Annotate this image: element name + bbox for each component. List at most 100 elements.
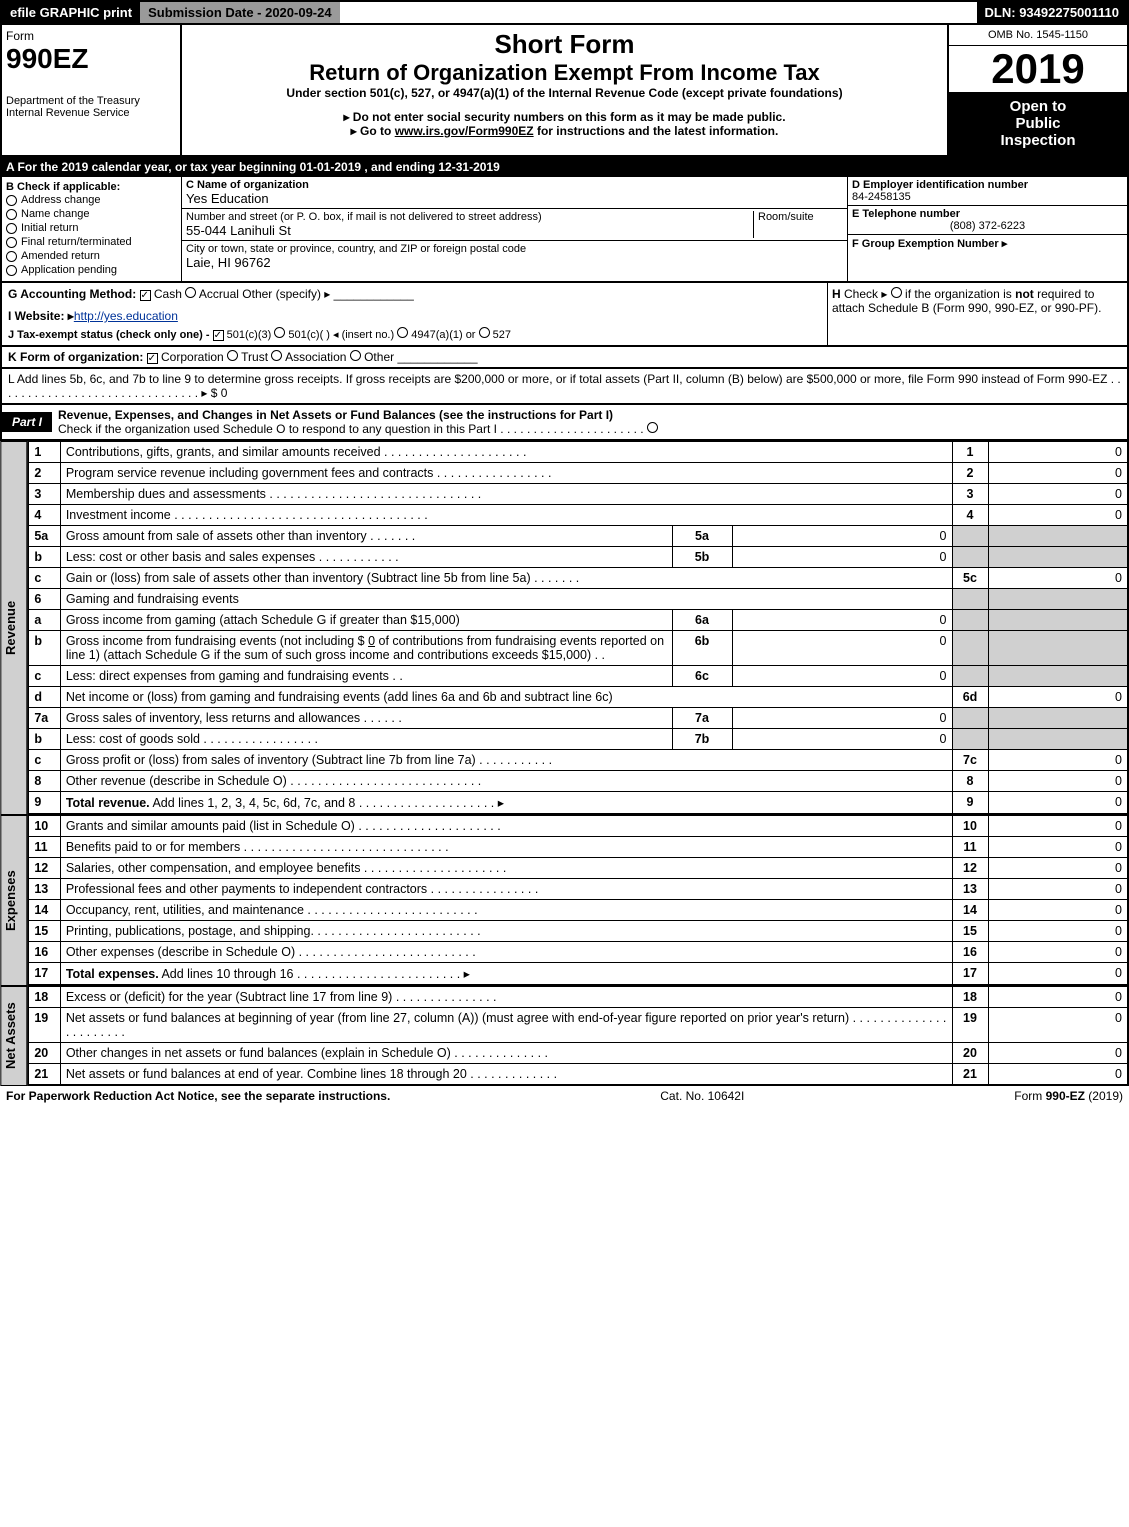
check-schedule-o[interactable] xyxy=(647,422,658,433)
notice-goto: ▸ Go to www.irs.gov/Form990EZ for instru… xyxy=(186,124,943,138)
part-1-header: Part I Revenue, Expenses, and Changes in… xyxy=(0,405,1129,441)
line-5b: bLess: cost or other basis and sales exp… xyxy=(28,547,1128,568)
footer-right: Form 990-EZ (2019) xyxy=(1014,1089,1123,1103)
line-1: 1Contributions, gifts, grants, and simil… xyxy=(28,442,1128,463)
netassets-section: Net Assets 18Excess or (deficit) for the… xyxy=(0,986,1129,1086)
check-application-pending[interactable]: Application pending xyxy=(6,263,177,277)
box-k: K Form of organization: Corporation Trus… xyxy=(0,347,1129,369)
netassets-table: 18Excess or (deficit) for the year (Subt… xyxy=(27,986,1129,1086)
box-h: H Check ▸ if the organization is not req… xyxy=(827,283,1127,345)
line-9: 9Total revenue. Add lines 1, 2, 3, 4, 5c… xyxy=(28,792,1128,815)
dept-treasury: Department of the Treasury xyxy=(6,95,176,107)
efile-label: efile GRAPHIC print xyxy=(2,2,140,23)
box-l: L Add lines 5b, 6c, and 7b to line 9 to … xyxy=(0,369,1129,405)
line-6c: cLess: direct expenses from gaming and f… xyxy=(28,666,1128,687)
check-amended-return[interactable]: Amended return xyxy=(6,249,177,263)
form-number: 990EZ xyxy=(6,43,176,75)
expenses-section: Expenses 10Grants and similar amounts pa… xyxy=(0,815,1129,986)
irs-link[interactable]: www.irs.gov/Form990EZ xyxy=(395,124,534,138)
website-link[interactable]: http://yes.education xyxy=(74,309,178,323)
revenue-table: 1Contributions, gifts, grants, and simil… xyxy=(27,441,1129,815)
part-1-tag: Part I xyxy=(2,412,52,432)
check-cash[interactable] xyxy=(140,290,151,301)
line-4: 4Investment income . . . . . . . . . . .… xyxy=(28,505,1128,526)
line-19: 19Net assets or fund balances at beginni… xyxy=(28,1008,1128,1043)
line-20: 20Other changes in net assets or fund ba… xyxy=(28,1043,1128,1064)
phone-row: E Telephone number (808) 372-6223 xyxy=(848,206,1127,235)
org-name-row: C Name of organization Yes Education xyxy=(182,177,847,209)
line-6d: dNet income or (loss) from gaming and fu… xyxy=(28,687,1128,708)
org-address: 55-044 Lanihuli St xyxy=(186,223,753,238)
line-5a: 5aGross amount from sale of assets other… xyxy=(28,526,1128,547)
line-10: 10Grants and similar amounts paid (list … xyxy=(28,816,1128,837)
check-trust[interactable] xyxy=(227,350,238,361)
line-7a: 7aGross sales of inventory, less returns… xyxy=(28,708,1128,729)
line-17: 17Total expenses. Add lines 10 through 1… xyxy=(28,963,1128,986)
line-6: 6Gaming and fundraising events xyxy=(28,589,1128,610)
check-address-change[interactable]: Address change xyxy=(6,193,177,207)
form-word: Form xyxy=(6,29,176,43)
tax-exempt-status: J Tax-exempt status (check only one) - 5… xyxy=(8,327,821,341)
page-footer: For Paperwork Reduction Act Notice, see … xyxy=(0,1086,1129,1106)
line-15: 15Printing, publications, postage, and s… xyxy=(28,921,1128,942)
line-12: 12Salaries, other compensation, and empl… xyxy=(28,858,1128,879)
short-form-title: Short Form xyxy=(186,29,943,60)
expenses-table: 10Grants and similar amounts paid (list … xyxy=(27,815,1129,986)
tax-year-line: A For the 2019 calendar year, or tax yea… xyxy=(0,157,1129,177)
phone-value: (808) 372-6223 xyxy=(852,220,1123,232)
revenue-section: Revenue 1Contributions, gifts, grants, a… xyxy=(0,441,1129,815)
irs-label: Internal Revenue Service xyxy=(6,107,176,119)
line-14: 14Occupancy, rent, utilities, and mainte… xyxy=(28,900,1128,921)
line-21: 21Net assets or fund balances at end of … xyxy=(28,1064,1128,1086)
tax-year: 2019 xyxy=(949,46,1127,92)
check-501c[interactable] xyxy=(274,327,285,338)
city-row: City or town, state or province, country… xyxy=(182,241,847,272)
line-8: 8Other revenue (describe in Schedule O) … xyxy=(28,771,1128,792)
check-527[interactable] xyxy=(479,327,490,338)
check-other-org[interactable] xyxy=(350,350,361,361)
check-association[interactable] xyxy=(271,350,282,361)
netassets-tab: Net Assets xyxy=(0,986,27,1086)
line-5c: cGain or (loss) from sale of assets othe… xyxy=(28,568,1128,589)
check-501c3[interactable] xyxy=(213,330,224,341)
line-3: 3Membership dues and assessments . . . .… xyxy=(28,484,1128,505)
ein-row: D Employer identification number 84-2458… xyxy=(848,177,1127,206)
line-7b: bLess: cost of goods sold . . . . . . . … xyxy=(28,729,1128,750)
check-accrual[interactable] xyxy=(185,287,196,298)
check-initial-return[interactable]: Initial return xyxy=(6,221,177,235)
line-2: 2Program service revenue including gover… xyxy=(28,463,1128,484)
address-row: Number and street (or P. O. box, if mail… xyxy=(182,209,847,241)
website-row: I Website: ▸http://yes.education xyxy=(8,309,821,323)
info-section: B Check if applicable: Address change Na… xyxy=(0,177,1129,283)
check-h[interactable] xyxy=(891,287,902,298)
org-name: Yes Education xyxy=(186,191,843,206)
footer-center: Cat. No. 10642I xyxy=(660,1089,744,1103)
line-6b: bGross income from fundraising events (n… xyxy=(28,631,1128,666)
expenses-tab: Expenses xyxy=(0,815,27,986)
under-section: Under section 501(c), 527, or 4947(a)(1)… xyxy=(186,86,943,100)
check-corporation[interactable] xyxy=(147,353,158,364)
gh-section: G Accounting Method: Cash Accrual Other … xyxy=(0,283,1129,347)
notice-ssn: ▸ Do not enter social security numbers o… xyxy=(186,110,943,124)
check-4947[interactable] xyxy=(397,327,408,338)
room-suite: Room/suite xyxy=(753,211,843,238)
footer-left: For Paperwork Reduction Act Notice, see … xyxy=(6,1089,390,1103)
line-11: 11Benefits paid to or for members . . . … xyxy=(28,837,1128,858)
line-13: 13Professional fees and other payments t… xyxy=(28,879,1128,900)
line-7c: cGross profit or (loss) from sales of in… xyxy=(28,750,1128,771)
line-6a: aGross income from gaming (attach Schedu… xyxy=(28,610,1128,631)
check-name-change[interactable]: Name change xyxy=(6,207,177,221)
omb-number: OMB No. 1545-1150 xyxy=(949,25,1127,46)
box-b-label: B Check if applicable: xyxy=(6,181,177,193)
submission-date: Submission Date - 2020-09-24 xyxy=(140,2,340,23)
check-final-return[interactable]: Final return/terminated xyxy=(6,235,177,249)
form-header: Form 990EZ Department of the Treasury In… xyxy=(0,25,1129,157)
dln: DLN: 93492275001110 xyxy=(977,2,1127,23)
org-city: Laie, HI 96762 xyxy=(186,255,843,270)
group-exemption: F Group Exemption Number ▸ xyxy=(848,235,1127,252)
open-inspection: Open to Public Inspection xyxy=(949,92,1127,155)
revenue-tab: Revenue xyxy=(0,441,27,815)
top-bar: efile GRAPHIC print Submission Date - 20… xyxy=(0,0,1129,25)
line-16: 16Other expenses (describe in Schedule O… xyxy=(28,942,1128,963)
accounting-method: G Accounting Method: Cash Accrual Other … xyxy=(8,287,821,301)
